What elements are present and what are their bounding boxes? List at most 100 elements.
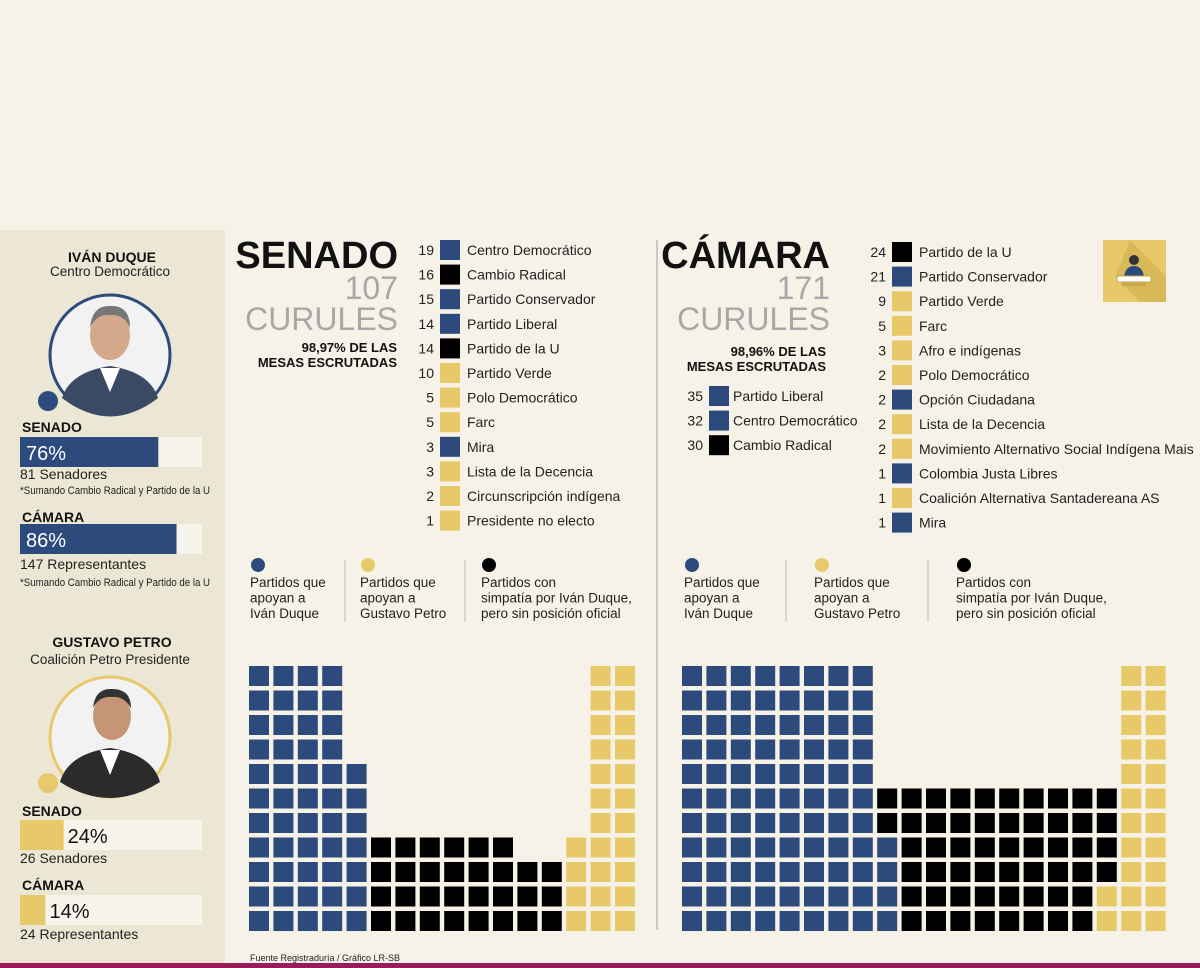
seat — [346, 837, 367, 858]
seat — [974, 886, 995, 907]
seat — [517, 886, 538, 907]
seat — [804, 764, 824, 784]
seat-label: CURULES — [677, 301, 830, 337]
seat — [1145, 911, 1166, 931]
seat — [322, 886, 343, 907]
seat — [730, 862, 751, 882]
party-seats: 2 — [878, 441, 886, 457]
seat — [828, 666, 849, 686]
seat — [273, 886, 294, 907]
seat — [249, 788, 269, 809]
count-note: MESAS ESCRUTADAS — [258, 355, 397, 370]
seat — [1096, 911, 1117, 931]
seat — [493, 886, 513, 907]
seat — [779, 837, 800, 858]
party-name: Partido de la U — [919, 244, 1012, 260]
seat — [1121, 813, 1142, 833]
seat — [468, 911, 489, 931]
seat — [1023, 837, 1044, 858]
bar-note: 24 Representantes — [20, 926, 138, 942]
seat — [273, 666, 294, 686]
party-name: Centro Democrático — [467, 242, 592, 258]
seat — [395, 911, 416, 931]
party-seats: 35 — [687, 388, 703, 404]
seat — [566, 886, 587, 907]
party-seats: 1 — [878, 515, 886, 531]
seat — [852, 862, 873, 882]
bar-value: 76% — [26, 443, 66, 465]
bar-value: 24% — [68, 826, 108, 848]
bar-note: 147 Representantes — [20, 556, 146, 572]
seat — [804, 666, 824, 686]
party-seats: 3 — [426, 463, 434, 479]
seat — [1145, 837, 1166, 858]
seat — [273, 690, 294, 711]
seat — [1096, 886, 1117, 907]
seat — [1121, 837, 1142, 858]
seat — [346, 813, 367, 833]
seat — [950, 862, 971, 882]
seat — [852, 813, 873, 833]
party-swatch — [440, 313, 460, 334]
party-seats: 2 — [878, 392, 886, 408]
party-seats: 16 — [418, 267, 434, 283]
party-swatch — [440, 264, 460, 285]
seat — [682, 764, 702, 784]
seat — [926, 886, 946, 907]
party-swatch — [892, 414, 912, 435]
seat — [395, 837, 416, 858]
legend-dot — [815, 558, 829, 572]
seat — [419, 837, 440, 858]
party-swatch — [892, 266, 912, 287]
seat — [444, 837, 465, 858]
seat — [566, 911, 587, 931]
seat — [901, 837, 922, 858]
seat — [590, 739, 611, 760]
seat — [926, 911, 946, 931]
seat — [590, 666, 611, 686]
seat — [322, 911, 343, 931]
seat — [590, 837, 611, 858]
party-swatch — [892, 512, 912, 533]
podium-icon — [1103, 240, 1166, 302]
seat — [493, 911, 513, 931]
seat — [974, 837, 995, 858]
seat — [999, 911, 1020, 931]
party-seats: 32 — [687, 413, 703, 429]
seat — [297, 788, 318, 809]
seat — [273, 837, 294, 858]
party-name: Cambio Radical — [733, 437, 832, 453]
seat — [828, 788, 849, 809]
seat — [1121, 666, 1142, 686]
party-name: Polo Democrático — [919, 367, 1030, 383]
chamber-label: SENADO — [22, 803, 82, 819]
bar-note: 81 Senadores — [20, 466, 107, 482]
seat — [615, 911, 635, 931]
legend-text: apoyan a — [360, 591, 416, 606]
seat — [804, 837, 824, 858]
party-seats: 5 — [426, 414, 434, 430]
seat — [1121, 764, 1142, 784]
seat — [615, 886, 635, 907]
seat — [1145, 862, 1166, 882]
seat — [901, 886, 922, 907]
seat-count: 171 — [777, 270, 830, 306]
candidate-name: IVÁN DUQUE — [68, 249, 156, 265]
seat — [950, 813, 971, 833]
bottom-rule — [0, 963, 1200, 968]
seat — [950, 886, 971, 907]
seat — [297, 837, 318, 858]
seat — [493, 862, 513, 882]
chamber-label: CÁMARA — [22, 509, 84, 525]
seat — [1145, 739, 1166, 760]
seat — [682, 715, 702, 735]
legend-text: Partidos que — [360, 575, 436, 590]
seat — [755, 690, 776, 711]
legend-text: apoyan a — [250, 591, 306, 606]
party-name: Coalición Alternativa Santadereana AS — [919, 490, 1160, 506]
seat — [1072, 862, 1093, 882]
seat — [828, 837, 849, 858]
seat — [419, 862, 440, 882]
seat — [249, 715, 269, 735]
seat — [779, 911, 800, 931]
